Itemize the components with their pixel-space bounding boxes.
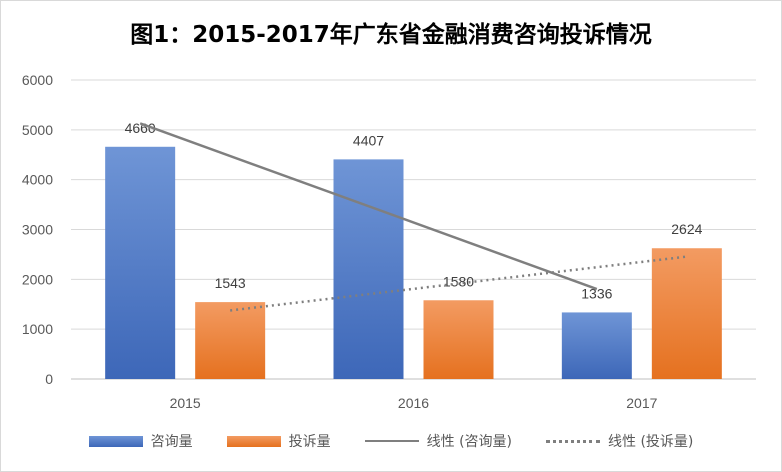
data-label: 2624 — [671, 221, 702, 237]
trendline-consult — [139, 122, 598, 291]
bar-complaint — [423, 300, 494, 379]
bar-complaint — [651, 248, 722, 379]
legend-swatch-complaint — [226, 435, 281, 447]
y-tick-label: 3000 — [22, 222, 53, 238]
y-tick-label: 4000 — [22, 172, 53, 188]
y-tick-label: 0 — [45, 371, 53, 387]
legend-swatch-complaint-trend — [546, 439, 600, 443]
legend-item-complaint-trend: 线性 (投诉量) — [546, 431, 693, 451]
legend-label-complaint-trend: 线性 (投诉量) — [608, 434, 694, 450]
legend: 咨询量 投诉量 线性 (咨询量) 线性 (投诉量) — [1, 429, 781, 453]
bar-complaint — [195, 302, 266, 379]
data-label: 1543 — [215, 275, 246, 291]
legend-swatch-consult-trend — [364, 440, 419, 442]
legend-label-complaint: 投诉量 — [288, 434, 331, 450]
legend-item-consult-trend: 线性 (咨询量) — [364, 431, 512, 451]
chart-title: 图1：2015-2017年广东省金融消费咨询投诉情况 — [130, 22, 652, 48]
y-tick-label: 1000 — [22, 321, 53, 337]
y-tick-label: 5000 — [22, 122, 53, 138]
legend-label-consult: 咨询量 — [150, 434, 193, 450]
bar-consult — [333, 159, 404, 379]
data-label: 1336 — [581, 285, 612, 301]
trendline-complaint — [230, 255, 687, 312]
x-tick-label: 2017 — [626, 395, 657, 411]
legend-label-consult-trend: 线性 (咨询量) — [426, 434, 512, 450]
legend-item-consult: 咨询量 — [88, 431, 193, 451]
data-label: 4660 — [125, 120, 156, 136]
bar-consult — [561, 312, 632, 379]
x-tick-label: 2016 — [398, 395, 429, 411]
x-tick-label: 2015 — [170, 395, 201, 411]
y-tick-label: 2000 — [22, 271, 53, 287]
legend-item-complaint: 投诉量 — [226, 431, 331, 451]
legend-swatch-consult — [88, 435, 143, 447]
y-tick-label: 6000 — [22, 72, 53, 88]
bar-consult — [105, 146, 176, 379]
data-label: 4407 — [353, 132, 384, 148]
